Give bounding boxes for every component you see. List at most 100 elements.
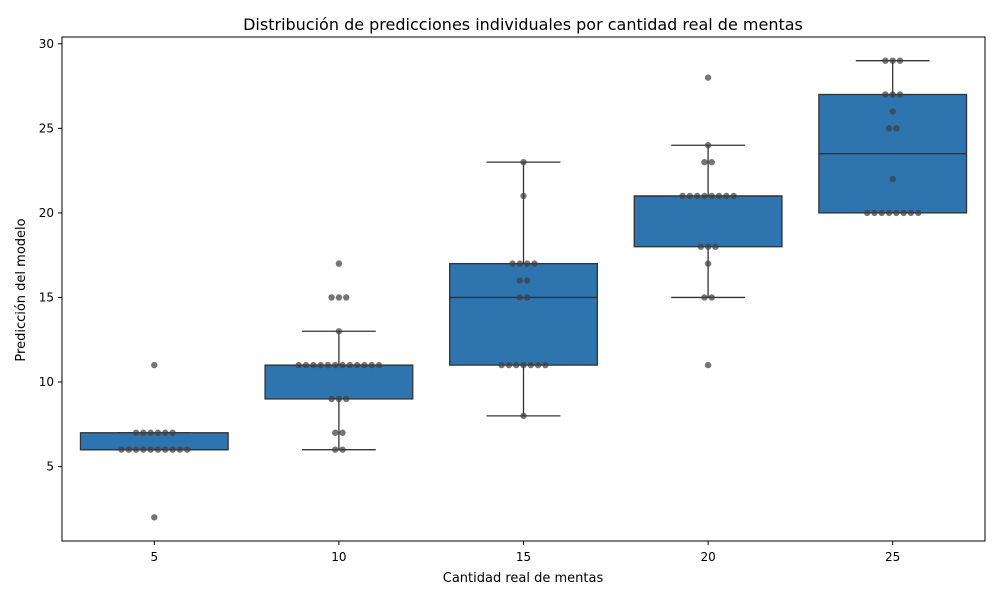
data-point-25 bbox=[907, 209, 915, 217]
y-tick-label: 15 bbox=[39, 290, 54, 304]
data-point-5 bbox=[151, 361, 158, 369]
data-point-20 bbox=[686, 192, 694, 200]
data-point-25 bbox=[893, 125, 900, 132]
data-point-15 bbox=[520, 361, 527, 369]
data-point-20 bbox=[704, 74, 712, 81]
data-point-5 bbox=[132, 446, 140, 453]
y-tick-label: 10 bbox=[39, 375, 54, 389]
data-point-5 bbox=[162, 429, 169, 436]
data-point-25 bbox=[882, 57, 889, 64]
data-point-10 bbox=[353, 361, 361, 369]
box-15 bbox=[449, 262, 598, 366]
data-point-25 bbox=[893, 209, 900, 217]
box-10 bbox=[264, 364, 414, 400]
data-point-15 bbox=[520, 412, 527, 420]
data-point-25 bbox=[889, 91, 896, 98]
data-point-5 bbox=[169, 429, 176, 436]
data-point-15 bbox=[542, 361, 549, 369]
data-point-10 bbox=[335, 294, 343, 301]
data-point-25 bbox=[885, 125, 893, 132]
data-point-20 bbox=[693, 192, 701, 200]
y-axis-label: Predicción del modelo bbox=[14, 218, 29, 361]
data-point-10 bbox=[368, 361, 375, 369]
x-tick-label: 5 bbox=[150, 550, 158, 564]
data-point-15 bbox=[527, 361, 534, 369]
data-point-10 bbox=[343, 395, 350, 403]
data-point-10 bbox=[332, 446, 339, 453]
data-point-25 bbox=[889, 57, 896, 64]
chart-title: Distribución de predicciones individuale… bbox=[243, 15, 803, 34]
data-point-10 bbox=[302, 361, 310, 369]
data-point-5 bbox=[154, 446, 162, 453]
x-tick-label: 25 bbox=[885, 550, 900, 564]
x-tick-label: 20 bbox=[700, 550, 715, 564]
data-point-5 bbox=[162, 446, 169, 453]
data-point-10 bbox=[339, 446, 346, 453]
x-tick-label: 10 bbox=[331, 550, 346, 564]
data-point-20 bbox=[715, 192, 723, 200]
data-point-15 bbox=[520, 158, 527, 166]
data-point-25 bbox=[889, 175, 896, 183]
data-point-25 bbox=[896, 91, 904, 98]
data-point-20 bbox=[712, 243, 719, 250]
data-point-25 bbox=[885, 209, 893, 217]
data-point-15 bbox=[505, 361, 513, 369]
data-point-10 bbox=[310, 361, 317, 369]
y-tick-label: 5 bbox=[46, 460, 54, 474]
data-point-10 bbox=[335, 260, 343, 267]
data-point-5 bbox=[147, 446, 154, 453]
data-point-10 bbox=[335, 328, 343, 335]
data-point-10 bbox=[335, 395, 343, 403]
data-point-20 bbox=[697, 243, 704, 250]
data-point-20 bbox=[704, 142, 712, 149]
data-point-20 bbox=[730, 192, 737, 200]
y-tick-label: 20 bbox=[39, 206, 54, 220]
data-point-10 bbox=[328, 395, 335, 403]
data-point-10 bbox=[317, 361, 324, 369]
data-point-10 bbox=[332, 429, 339, 436]
data-point-25 bbox=[882, 91, 889, 98]
data-point-10 bbox=[332, 361, 339, 369]
data-point-15 bbox=[516, 277, 524, 284]
data-point-10 bbox=[328, 294, 335, 301]
data-point-15 bbox=[520, 192, 527, 200]
data-point-20 bbox=[704, 361, 712, 369]
x-tick-label: 15 bbox=[516, 550, 531, 564]
box-20 bbox=[633, 195, 783, 248]
data-point-10 bbox=[346, 361, 354, 369]
data-point-15 bbox=[523, 260, 531, 267]
data-point-15 bbox=[534, 361, 542, 369]
data-point-5 bbox=[147, 429, 154, 436]
data-point-15 bbox=[531, 260, 538, 267]
data-point-5 bbox=[154, 429, 162, 436]
data-point-20 bbox=[708, 294, 715, 301]
data-point-5 bbox=[132, 429, 140, 436]
data-point-20 bbox=[708, 192, 715, 200]
data-point-10 bbox=[339, 429, 346, 436]
y-tick-label: 30 bbox=[39, 37, 54, 51]
data-point-25 bbox=[863, 209, 871, 217]
data-point-10 bbox=[361, 361, 368, 369]
data-point-5 bbox=[183, 446, 191, 453]
data-point-20 bbox=[704, 260, 712, 267]
data-point-25 bbox=[878, 209, 885, 217]
data-point-20 bbox=[708, 158, 715, 166]
data-point-10 bbox=[324, 361, 332, 369]
data-point-10 bbox=[343, 294, 350, 301]
data-point-15 bbox=[498, 361, 505, 369]
data-point-10 bbox=[295, 361, 302, 369]
data-point-25 bbox=[889, 108, 896, 115]
data-point-5 bbox=[140, 446, 147, 453]
data-point-25 bbox=[896, 57, 904, 64]
data-point-25 bbox=[915, 209, 922, 217]
data-point-25 bbox=[871, 209, 878, 217]
data-point-20 bbox=[701, 192, 708, 200]
data-point-5 bbox=[151, 514, 158, 521]
x-axis-label: Cantidad real de mentas bbox=[443, 571, 604, 586]
data-point-25 bbox=[900, 209, 907, 217]
data-point-10 bbox=[375, 361, 383, 369]
data-point-5 bbox=[169, 446, 176, 453]
data-point-5 bbox=[118, 446, 125, 453]
data-point-10 bbox=[339, 361, 346, 369]
